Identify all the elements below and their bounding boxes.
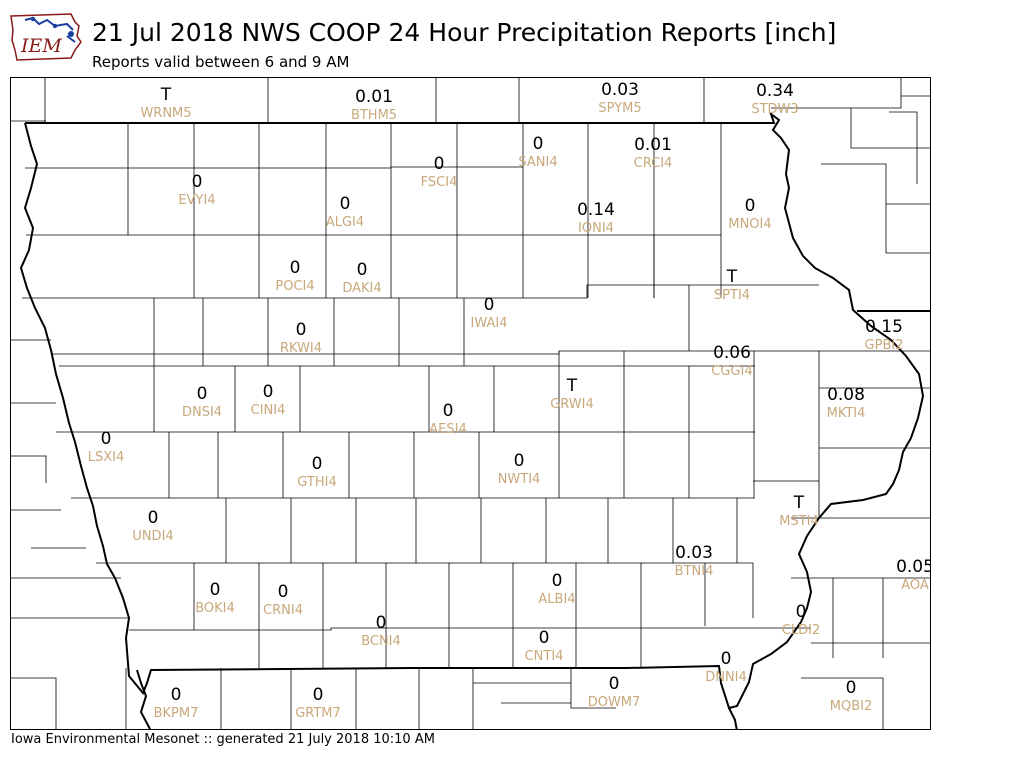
station-value: 0 — [170, 685, 182, 705]
station-value: 0.03 — [675, 543, 713, 563]
station-value: 0 — [845, 678, 857, 698]
station-id: GRWI4 — [550, 397, 594, 412]
station-id: NWTI4 — [497, 472, 541, 487]
station-id: SPTI4 — [713, 288, 751, 303]
station-id: LSXI4 — [87, 450, 125, 465]
station-id: EVYI4 — [178, 193, 216, 208]
logo-text: IEM — [20, 35, 62, 57]
precipitation-map: T WRNM5 0.01 BTHM5 0.03 SPYM5 0.34 STDW3 0 SANI4 0… — [10, 77, 931, 730]
station-value: 0 — [196, 384, 208, 404]
station-value: 0.15 — [865, 317, 903, 337]
station-value: 0 — [262, 382, 274, 402]
station-value: 0 — [191, 172, 203, 192]
station-id: CLDI2 — [781, 623, 821, 638]
station-value: 0.01 — [634, 135, 672, 155]
station-value: 0 — [311, 454, 323, 474]
station-id: IONI4 — [578, 221, 614, 236]
station-value: T — [793, 493, 805, 513]
station-id: IWAI4 — [470, 316, 508, 331]
station-value: 0 — [483, 295, 495, 315]
station-value: 0 — [356, 260, 368, 280]
station-id: DNNI4 — [705, 670, 747, 685]
station-id: DNSI4 — [181, 405, 223, 420]
station-value: 0 — [289, 258, 301, 278]
station-id: BCNI4 — [361, 634, 401, 649]
station-id: POCI4 — [275, 279, 315, 294]
station-value: 0 — [100, 429, 112, 449]
station-value: 0 — [551, 571, 563, 591]
station-id: AESI4 — [429, 422, 467, 437]
map-subtitle: Reports valid between 6 and 9 AM — [92, 53, 350, 71]
station-id: ALGI4 — [325, 215, 365, 230]
station-value: 0 — [608, 674, 620, 694]
station-value: 0 — [720, 649, 732, 669]
station-value: 0 — [339, 194, 351, 214]
map-title: 21 Jul 2018 NWS COOP 24 Hour Precipitati… — [92, 18, 837, 47]
station-id: BTNI4 — [674, 564, 714, 579]
station-value: 0.06 — [713, 343, 751, 363]
station-id: GTHI4 — [297, 475, 337, 490]
station-value: 0 — [532, 134, 544, 154]
station-value: 0 — [295, 320, 307, 340]
station-id: MNOI4 — [728, 217, 772, 232]
station-id: UNDI4 — [132, 529, 174, 544]
station-id: GRTM7 — [295, 706, 341, 721]
station-id: MSTI4 — [779, 514, 819, 529]
station-id: BOKI4 — [195, 601, 235, 616]
station-value: 0 — [147, 508, 159, 528]
station-value: 0 — [312, 685, 324, 705]
station-id: CGGI4 — [711, 364, 753, 379]
station-value: 0 — [433, 154, 445, 174]
station-id: ALBI4 — [538, 592, 576, 607]
generated-footer: Iowa Environmental Mesonet :: generated … — [11, 732, 435, 747]
station-value: 0 — [209, 580, 221, 600]
station-value: 0.14 — [577, 200, 615, 220]
station-value: T — [160, 85, 172, 105]
station-value: 0.34 — [756, 81, 794, 101]
station-id: BTHM5 — [350, 108, 398, 123]
station-id: CINI4 — [250, 403, 286, 418]
iowa-state-outline-icon: IEM — [10, 13, 82, 61]
station-value: 0 — [538, 628, 550, 648]
station-id: GPBI2 — [864, 338, 904, 353]
station-value: 0.05 — [896, 557, 931, 577]
county-boundaries — [11, 78, 930, 729]
station-id: CRCI4 — [633, 156, 673, 171]
station-value: 0 — [277, 582, 289, 602]
station-id: DOWM7 — [587, 695, 641, 710]
station-value: T — [726, 267, 738, 287]
station-id: CRNI4 — [263, 603, 303, 618]
station-id: STDW3 — [751, 102, 799, 117]
station-id: DAKI4 — [342, 281, 382, 296]
station-value: 0 — [744, 196, 756, 216]
station-value: 0.01 — [355, 87, 393, 107]
station-value: 0 — [513, 451, 525, 471]
station-id: MQBI2 — [829, 699, 873, 714]
station-value: 0 — [442, 401, 454, 421]
station-value: 0 — [375, 613, 387, 633]
station-id: FSCI4 — [420, 175, 458, 190]
station-id: SPYM5 — [598, 101, 642, 116]
station-id: AOA — [901, 578, 929, 593]
station-value: 0.08 — [827, 385, 865, 405]
station-id: BKPM7 — [153, 706, 199, 721]
station-value: T — [566, 376, 578, 396]
station-id: MKTI4 — [826, 406, 866, 421]
station-id: SANI4 — [518, 155, 558, 170]
station-value: 0.03 — [601, 80, 639, 100]
station-id: WRNM5 — [140, 106, 192, 121]
station-id: CNTI4 — [524, 649, 564, 664]
iem-logo: IEM — [9, 6, 83, 64]
station-value: 0 — [795, 602, 807, 622]
station-id: RKWI4 — [279, 341, 323, 356]
